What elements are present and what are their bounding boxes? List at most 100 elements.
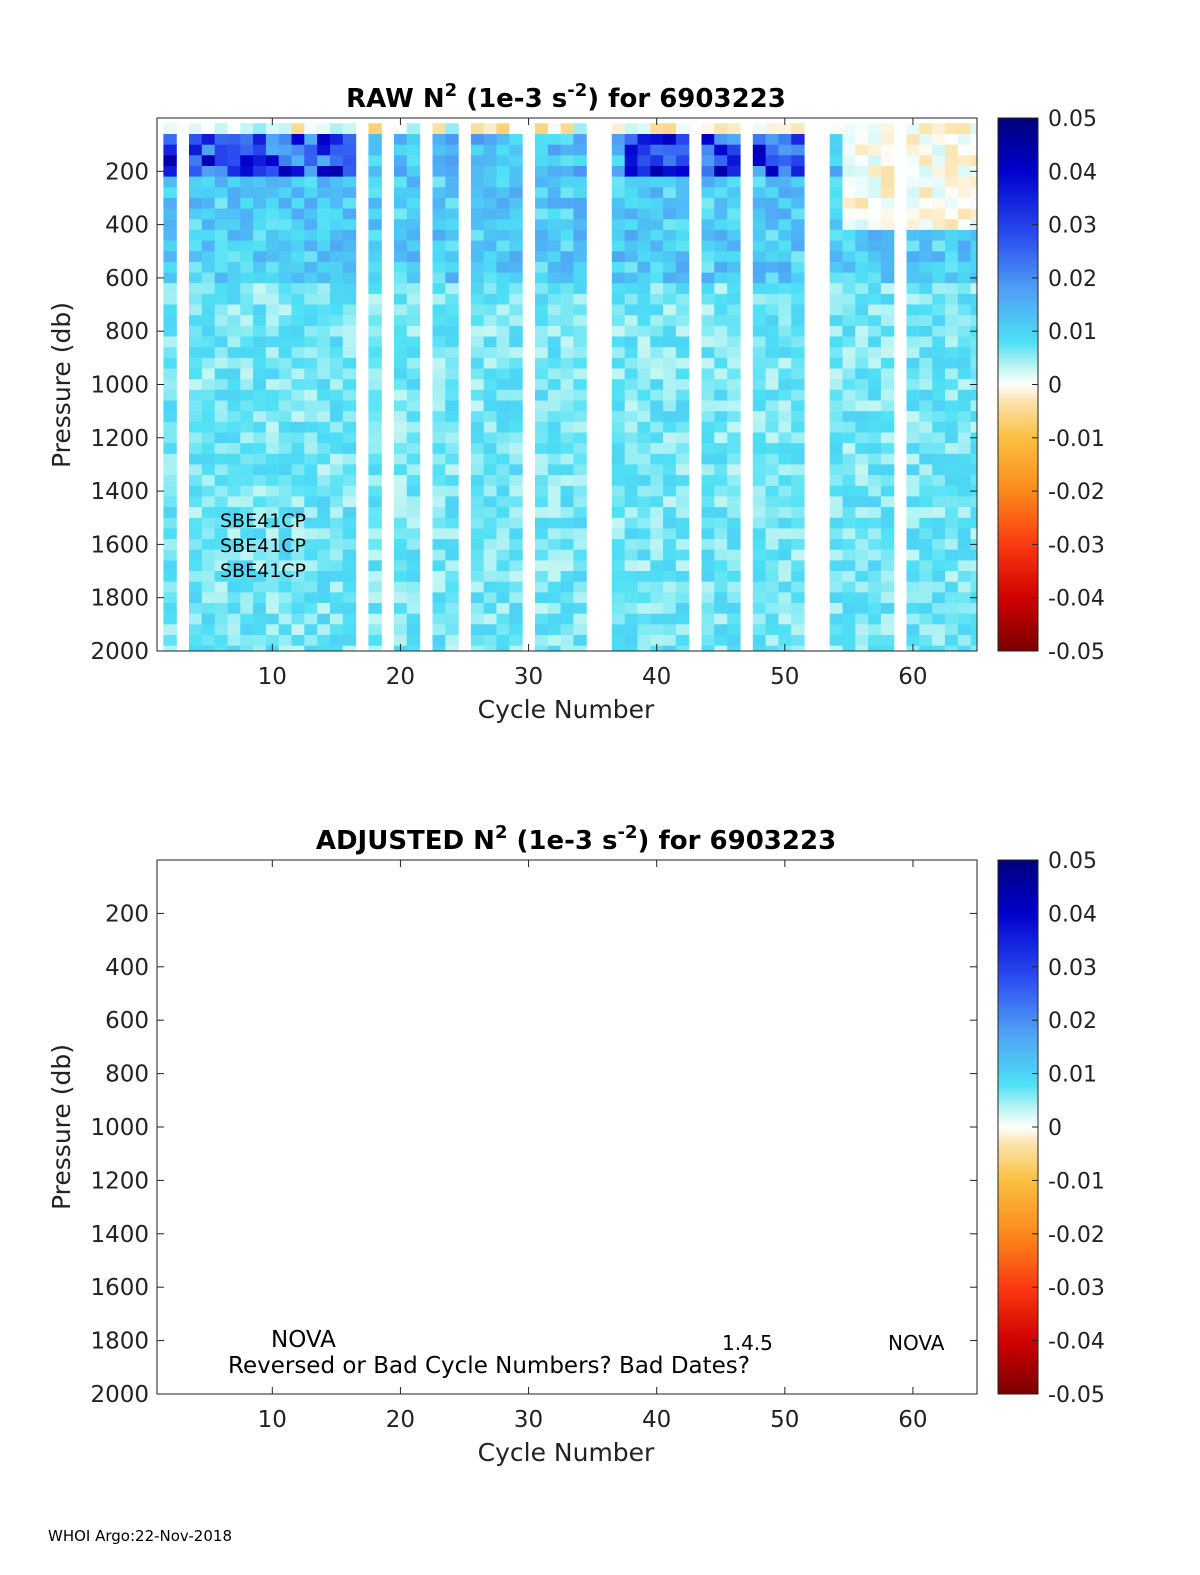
raw-heatmap-cell xyxy=(509,549,523,561)
raw-heatmap-cell xyxy=(829,187,844,199)
raw-heatmap-cell xyxy=(227,432,241,444)
raw-heatmap-cell xyxy=(394,166,408,178)
raw-heatmap-cell xyxy=(304,240,318,252)
raw-heatmap-cell xyxy=(547,144,562,156)
raw-heatmap-cell xyxy=(278,475,293,487)
raw-heatmap-cell xyxy=(637,166,651,178)
raw-heatmap-cell xyxy=(868,485,882,498)
raw-heatmap-cell xyxy=(445,155,459,167)
raw-heatmap-cell xyxy=(189,208,203,220)
raw-heatmap-cell xyxy=(829,315,844,327)
raw-heatmap-cell xyxy=(432,464,446,476)
raw-heatmap-cell xyxy=(560,357,574,370)
raw-heatmap-cell xyxy=(278,453,293,466)
raw-heatmap-cell xyxy=(663,539,677,551)
raw-heatmap-cell xyxy=(752,507,767,519)
raw-heatmap-cell xyxy=(919,400,933,412)
raw-heatmap-cell xyxy=(189,475,203,487)
raw-heatmap-cell xyxy=(470,336,485,348)
raw-heatmap-cell xyxy=(765,613,779,625)
raw-heatmap-cell xyxy=(240,187,254,199)
raw-heatmap-cell xyxy=(829,176,844,188)
raw-heatmap-cell xyxy=(945,357,959,370)
raw-heatmap-cell xyxy=(701,229,715,242)
raw-heatmap-cell xyxy=(906,411,920,423)
raw-heatmap-cell xyxy=(855,304,869,316)
raw-heatmap-cell xyxy=(906,293,920,306)
raw-heatmap-cell xyxy=(278,539,293,551)
raw-heatmap-cell xyxy=(291,560,305,572)
raw-heatmap-cell xyxy=(240,389,254,402)
raw-heatmap-cell xyxy=(791,304,805,316)
adjusted-colorbar-ticks: 0.050.040.030.020.010-0.01-0.02-0.03-0.0… xyxy=(1032,849,1105,1408)
raw-heatmap-cell xyxy=(752,645,767,651)
raw-heatmap-cell xyxy=(611,581,626,593)
raw-heatmap-cell xyxy=(406,272,421,284)
raw-heatmap-cell xyxy=(932,453,946,466)
raw-heatmap-cell xyxy=(842,539,856,551)
raw-heatmap-cell xyxy=(932,432,946,444)
raw-heatmap-cell xyxy=(394,560,408,572)
raw-heatmap-cell xyxy=(919,517,933,530)
raw-colorbar-tick-label: 0.02 xyxy=(1048,267,1097,292)
raw-heatmap-cell xyxy=(778,571,792,583)
raw-heatmap-cell xyxy=(509,336,523,348)
raw-heatmap-cell xyxy=(701,144,715,156)
raw-heatmap-cell xyxy=(663,368,677,380)
raw-heatmap-cell xyxy=(432,539,446,551)
raw-heatmap-cell xyxy=(201,475,216,487)
raw-heatmap-cell xyxy=(675,240,690,252)
raw-heatmap-cell xyxy=(406,539,421,551)
raw-heatmap-cell xyxy=(317,560,331,572)
raw-heatmap-cell xyxy=(791,315,805,327)
raw-heatmap-cell xyxy=(714,400,728,412)
raw-heatmap-cell xyxy=(394,336,408,348)
raw-heatmap-cell xyxy=(278,304,293,316)
raw-heatmap-cell xyxy=(624,293,639,306)
raw-heatmap-cell xyxy=(611,187,626,199)
raw-heatmap-cell xyxy=(470,187,485,199)
raw-heatmap-cell xyxy=(547,325,562,338)
raw-heatmap-cell xyxy=(573,400,587,412)
raw-heatmap-cell xyxy=(535,251,549,263)
raw-heatmap-cell xyxy=(842,144,856,156)
raw-heatmap-cell xyxy=(611,357,626,370)
raw-heatmap-cell xyxy=(317,315,331,327)
raw-heatmap-cell xyxy=(752,357,767,370)
raw-heatmap-cell xyxy=(637,229,651,242)
raw-heatmap-cell xyxy=(163,315,177,327)
raw-heatmap-cell xyxy=(265,400,280,412)
raw-heatmap-cell xyxy=(509,187,523,199)
raw-heatmap-cell xyxy=(765,368,779,380)
raw-heatmap-cell xyxy=(624,549,639,561)
raw-heatmap-cell xyxy=(829,517,844,530)
raw-heatmap-cell xyxy=(278,389,293,402)
raw-heatmap-cell xyxy=(483,251,498,263)
raw-heatmap-cell xyxy=(957,421,972,434)
raw-heatmap-cell xyxy=(765,475,779,487)
raw-heatmap-cell xyxy=(342,507,357,519)
raw-heatmap-cell xyxy=(368,549,382,561)
raw-heatmap-cell xyxy=(945,432,959,444)
raw-heatmap-cell xyxy=(842,197,856,210)
raw-heatmap-cell xyxy=(509,293,523,306)
raw-heatmap-cell xyxy=(560,560,574,572)
raw-heatmap-cell xyxy=(637,208,651,220)
raw-heatmap-cell xyxy=(189,635,203,647)
raw-heatmap-cell xyxy=(535,144,549,156)
raw-heatmap-cell xyxy=(406,357,421,370)
raw-heatmap-cell xyxy=(919,176,933,188)
raw-heatmap-cell xyxy=(214,411,229,423)
raw-heatmap-cell xyxy=(650,581,664,593)
raw-heatmap-cell xyxy=(291,453,305,466)
raw-heatmap-cell xyxy=(752,464,767,476)
raw-heatmap-cell xyxy=(163,613,177,625)
raw-heatmap-cell xyxy=(752,496,767,508)
raw-heatmap-cell xyxy=(342,432,357,444)
raw-heatmap-cell xyxy=(650,336,664,348)
raw-heatmap-cell xyxy=(342,411,357,423)
raw-heatmap-cell xyxy=(829,336,844,348)
raw-heatmap-cell xyxy=(509,155,523,167)
raw-heatmap-cell xyxy=(496,624,510,636)
raw-heatmap-cell xyxy=(304,304,318,316)
